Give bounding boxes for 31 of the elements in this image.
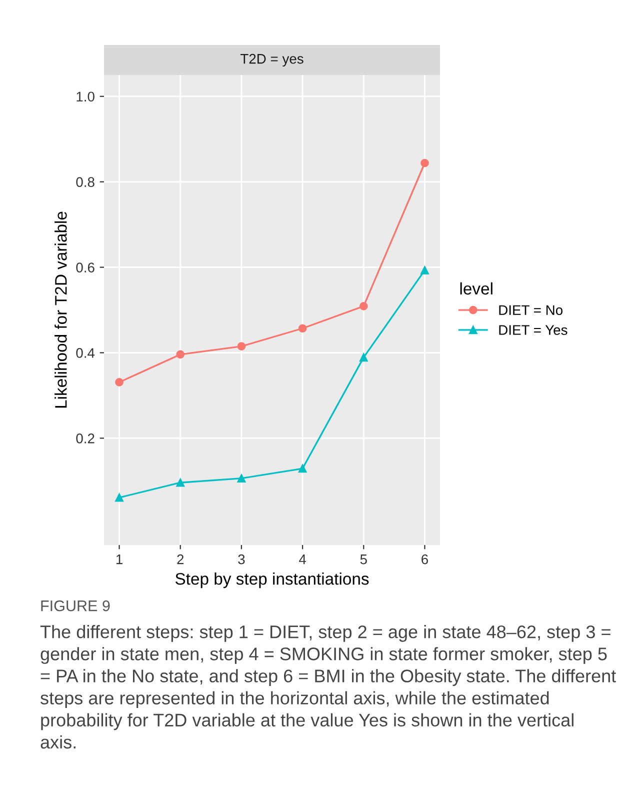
y-tick-label: 0.4 [76,348,95,358]
y-tick-label: 0.2 [76,434,94,444]
text: The different steps: step 1 = DIET, step 2 = age in state 48–62, step 3 = gender in state men, step 4 = SMOKING in state former smoker, step 5 = PA in the No state, and step 6 = BMI in the Obesity state. The different steps are represented in the horizontal axis, while the estimated probability for T2D variable at the value Yes is shown in the vertical axis. [40,625,616,749]
x-tick-label: 4 [299,554,306,564]
y-tick-label: 0.6 [76,262,94,272]
x-tick-label: 1 [116,554,122,564]
legend-title: level [460,282,492,295]
x-tick-label: 2 [177,554,184,564]
chart-title: T2D = yes [240,54,304,66]
point [420,266,429,274]
point [298,324,307,333]
point [176,350,185,359]
x-axis-title: Step by step instantiations [175,572,369,588]
point [115,378,124,386]
point [115,493,124,502]
point [298,464,307,473]
y-axis-title: Likelihood for T2D variable [54,212,67,408]
caption: FIGURE 9 [41,600,110,612]
y-tick-label: 0.8 [76,177,94,187]
point [176,478,185,487]
x-tick-label: 6 [422,554,428,564]
y-tick-label: 1.0 [76,92,94,102]
legend-label: DIET = Yes [499,325,568,335]
x-tick-label: 3 [238,554,245,564]
point [237,474,246,483]
point [237,342,246,350]
point [420,158,429,168]
point [359,302,368,310]
legend-label: DIET = No [499,305,563,316]
point [359,353,368,362]
x-tick-label: 5 [360,554,367,564]
